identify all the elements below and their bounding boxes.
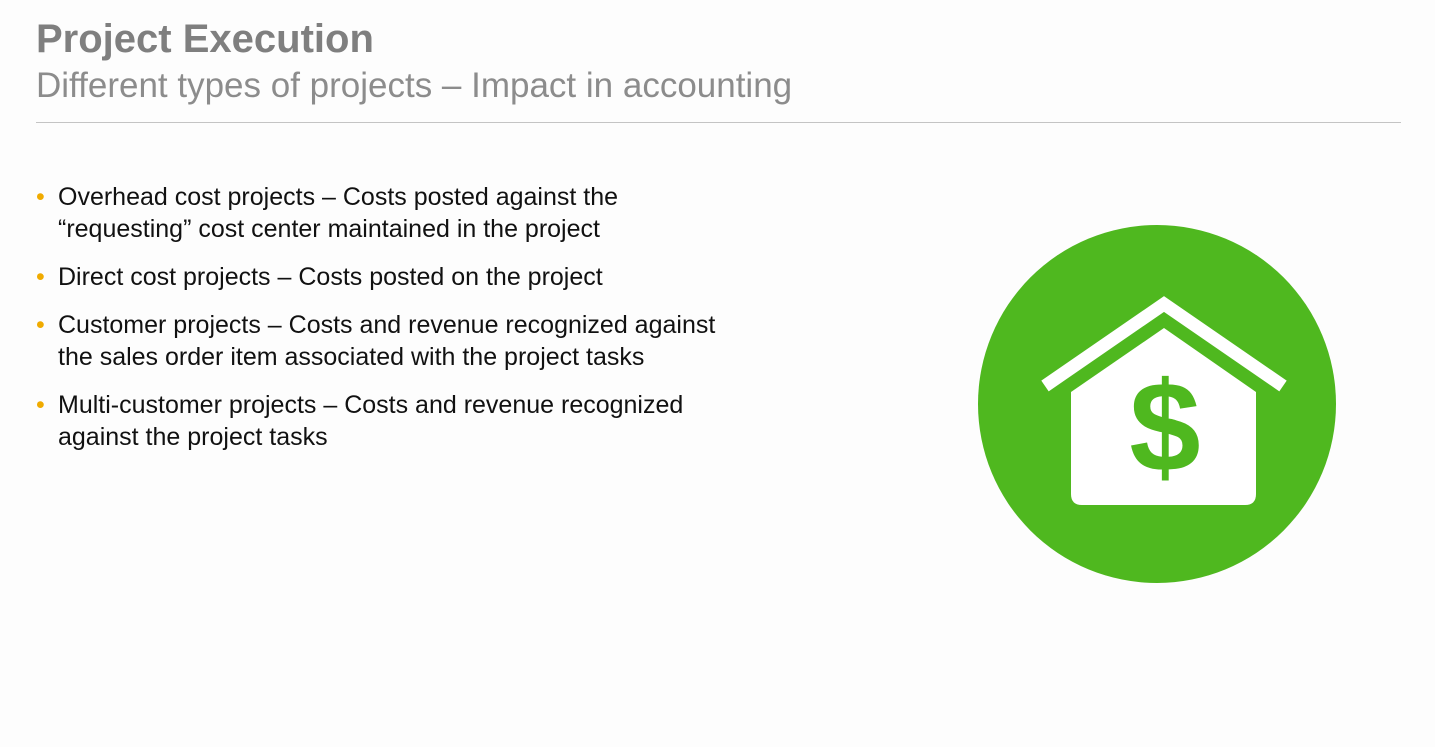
page-subtitle: Different types of projects – Impact in … (36, 66, 793, 105)
bullet-marker: • (36, 311, 45, 339)
bullet-text: Customer projects – Costs and revenue re… (58, 311, 716, 371)
bullet-marker: • (36, 183, 45, 211)
bullet-item: • Direct cost projects – Costs posted on… (36, 261, 756, 293)
bullet-text: Multi-customer projects – Costs and reve… (58, 391, 684, 451)
bullet-list: • Overhead cost projects – Costs posted … (36, 181, 756, 469)
bullet-item: • Customer projects – Costs and revenue … (36, 309, 756, 373)
title-divider (36, 122, 1401, 123)
bullet-text: Direct cost projects – Costs posted on t… (58, 263, 603, 291)
bullet-marker: • (36, 391, 45, 419)
bullet-item: • Multi-customer projects – Costs and re… (36, 389, 756, 453)
house-dollar-icon: $ (977, 224, 1337, 584)
house-dollar-graphic: $ (978, 225, 1336, 583)
dollar-sign-icon: $ (1129, 356, 1200, 499)
bullet-text: Overhead cost projects – Costs posted ag… (58, 183, 619, 243)
roof-line (1041, 296, 1287, 392)
bullet-item: • Overhead cost projects – Costs posted … (36, 181, 756, 245)
page-title: Project Execution (36, 17, 374, 61)
house-body (1071, 328, 1256, 505)
bullet-marker: • (36, 263, 45, 291)
